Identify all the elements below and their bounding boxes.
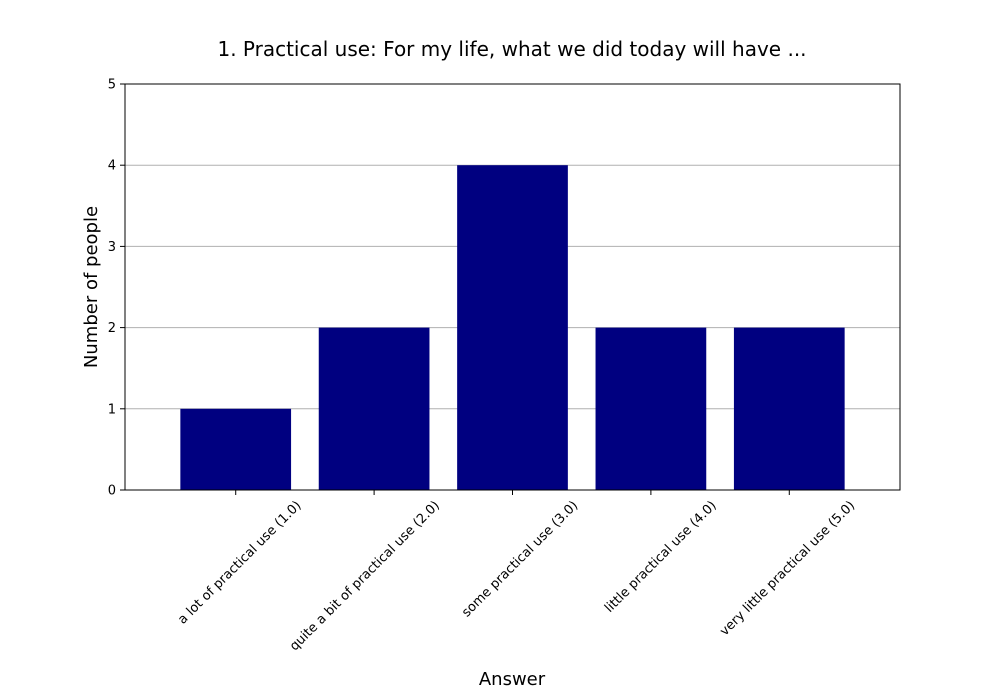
bar [457,165,568,490]
y-tick-label: 4 [108,159,116,174]
chart-title: 1. Practical use: For my life, what we d… [217,37,806,61]
bar [595,327,707,490]
y-tick-label: 2 [108,321,116,336]
y-tick-label: 0 [108,484,116,499]
y-axis-ticks: 0 1 2 3 4 5 [108,78,125,499]
bar [318,327,430,490]
x-axis-label: Answer [479,669,546,690]
x-tick-label: quite a bit of practical use (2.0) [287,498,443,654]
bar [733,327,845,490]
y-tick-label: 5 [108,78,116,93]
y-axis-label: Number of people [81,206,102,368]
x-axis-ticks: a lot of practical use (1.0)quite a bit … [175,490,858,654]
x-tick-label: little practical use (4.0) [602,498,720,616]
bar [180,408,292,490]
y-tick-label: 1 [108,402,116,417]
bars [180,165,845,490]
x-tick-label: very little practical use (5.0) [717,498,858,639]
y-tick-label: 3 [108,240,116,255]
x-tick-label: some practical use (3.0) [459,498,581,620]
x-tick-label: a lot of practical use (1.0) [175,498,304,627]
